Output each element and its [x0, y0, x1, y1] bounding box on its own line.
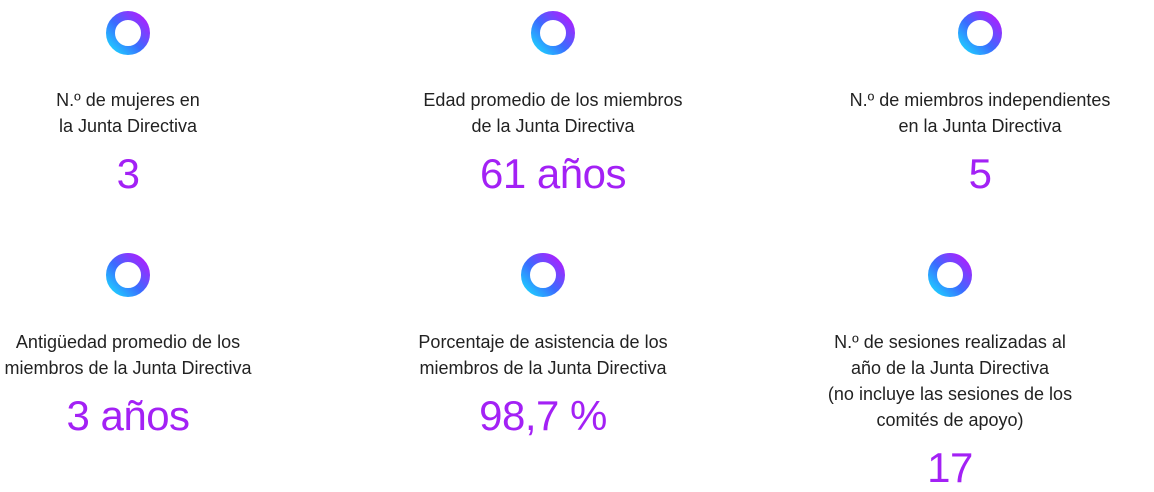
- stat-label: N.º de sesiones realizadas al: [834, 332, 1066, 352]
- ring: [106, 253, 150, 297]
- stat-value: 17: [927, 444, 973, 491]
- stat-label: la Junta Directiva: [58, 116, 198, 136]
- ring: [531, 11, 575, 55]
- stat-label: miembros de la Junta Directiva: [4, 358, 252, 378]
- stat-label: de la Junta Directiva: [471, 116, 635, 136]
- ring-icon: [926, 251, 974, 299]
- stat-label: miembros de la Junta Directiva: [419, 358, 667, 378]
- stat-label: Porcentaje de asistencia de los: [418, 332, 668, 352]
- ring: [958, 11, 1002, 55]
- stat-label: comités de apoyo): [876, 410, 1024, 430]
- ring-icon: [529, 9, 577, 57]
- ring-icon: [104, 251, 152, 299]
- stat-value: 3 años: [66, 392, 190, 439]
- stat-value: 61 años: [480, 150, 626, 197]
- stat-label: año de la Junta Directiva: [850, 358, 1050, 378]
- ring-icon: [104, 9, 152, 57]
- stat-label: N.º de mujeres en: [56, 90, 200, 110]
- ring: [521, 253, 565, 297]
- ring-icon: [956, 9, 1004, 57]
- stat-label: Antigüedad promedio de los: [15, 332, 241, 352]
- stat-label: en la Junta Directiva: [898, 116, 1062, 136]
- stat-value: 5: [968, 150, 992, 197]
- ring: [106, 11, 150, 55]
- stat-label: N.º de miembros independientes: [849, 90, 1111, 110]
- ring-icon: [519, 251, 567, 299]
- stat-value: 3: [116, 150, 140, 197]
- ring: [928, 253, 972, 297]
- stat-value: 98,7 %: [479, 392, 607, 439]
- stat-label: (no incluye las sesiones de los: [827, 384, 1073, 404]
- stat-label: Edad promedio de los miembros: [423, 90, 683, 110]
